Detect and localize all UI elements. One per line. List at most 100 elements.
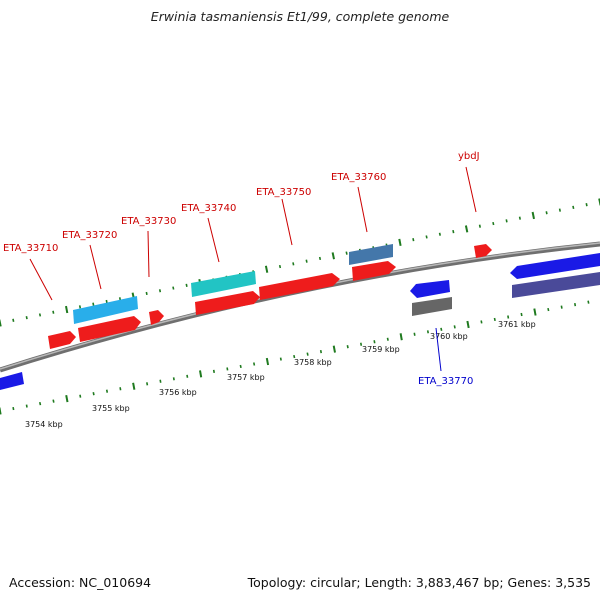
scale-tick	[520, 312, 523, 317]
scale-tick	[585, 203, 588, 207]
scale-tick	[279, 357, 282, 361]
scale-tick	[52, 399, 55, 403]
scale-tick	[172, 377, 175, 381]
scale-tick	[572, 205, 575, 210]
gene-ybdj[interactable]	[474, 244, 492, 258]
scale-tick	[533, 308, 537, 316]
scale-tick	[558, 208, 561, 212]
scale-tick	[545, 211, 548, 215]
scale-tick	[12, 318, 15, 322]
gene-f0[interactable]	[0, 372, 24, 390]
scale-tick	[146, 382, 149, 386]
ruler-label-3756: 3756 kbp	[159, 388, 197, 397]
ruler-label-3757: 3757 kbp	[227, 373, 265, 382]
scale-tick	[574, 302, 577, 307]
scale-tick	[119, 387, 122, 391]
gene-eta-33750[interactable]	[259, 273, 340, 300]
gene-eta-33760[interactable]	[352, 261, 396, 281]
scale-tick	[440, 327, 443, 331]
scale-tick	[560, 305, 563, 309]
ruler-label-3758: 3758 kbp	[294, 358, 332, 367]
scale-tick	[332, 345, 336, 353]
scale-tick	[547, 307, 550, 312]
scale-tick	[132, 382, 136, 390]
ruler-label-3761: 3761 kbp	[498, 320, 536, 329]
scale-tick	[78, 305, 82, 309]
scale-tick	[398, 238, 402, 246]
label-eta-33750: ETA_33750	[256, 187, 311, 198]
scale-tick	[185, 283, 188, 287]
ruler-label-3760: 3760 kbp	[430, 332, 468, 341]
scale-tick	[38, 313, 42, 317]
gene-f9-lower[interactable]	[512, 272, 600, 298]
gene-eta-33740-upper[interactable]	[191, 271, 256, 297]
scale-tick	[466, 320, 470, 329]
scale-tick	[507, 315, 510, 319]
scale-tick	[531, 211, 535, 220]
scale-tick	[492, 221, 495, 226]
scale-tick	[505, 219, 508, 223]
scale-tick	[92, 302, 95, 306]
label-eta-33730: ETA_33730	[121, 216, 176, 227]
ruler-label-3755: 3755 kbp	[92, 404, 130, 413]
label-eta-33720: ETA_33720	[62, 230, 117, 241]
scale-tick	[226, 367, 229, 371]
scale-tick	[373, 340, 376, 344]
scale-tick	[278, 264, 282, 269]
scale-tick	[478, 224, 481, 228]
scale-tick	[292, 262, 295, 266]
scale-tick	[438, 232, 441, 236]
scale-tick	[345, 251, 348, 255]
label-ybdj: ybdJ	[458, 151, 480, 162]
scale-tick	[65, 305, 69, 314]
scale-tick	[212, 369, 215, 374]
scale-tick	[265, 357, 270, 366]
ruler-label-3754: 3754 kbp	[25, 420, 63, 429]
scale-tick	[25, 404, 28, 408]
scale-tick	[412, 238, 415, 242]
scale-tick	[480, 320, 483, 324]
scale-tick	[145, 291, 148, 296]
scale-tick	[65, 395, 69, 403]
ruler-label-3759: 3759 kbp	[362, 345, 400, 354]
scale-tick	[587, 300, 590, 304]
scale-tick	[426, 330, 429, 334]
scale-tick	[172, 286, 175, 290]
gene-eta-33720[interactable]	[78, 316, 141, 342]
scale-tick	[159, 379, 162, 383]
scale-tick	[186, 374, 189, 378]
scale-tick	[199, 370, 203, 378]
leader-lines	[29, 166, 477, 372]
scale-tick	[360, 342, 363, 346]
scale-tick	[264, 265, 269, 273]
scale-tick	[493, 317, 496, 322]
gene-eta-33740[interactable]	[195, 291, 260, 315]
gene-eta-33720-upper[interactable]	[73, 296, 138, 324]
gene-eta-33710[interactable]	[48, 331, 76, 349]
gene-f9[interactable]	[510, 253, 600, 279]
scale-tick	[0, 407, 2, 415]
gene-labels: ETA_33710 ETA_33720 ETA_33730 ETA_33740 …	[3, 151, 480, 387]
scale-tick	[425, 235, 428, 239]
gene-eta-33770-lower[interactable]	[412, 297, 452, 316]
label-eta-33770: ETA_33770	[418, 376, 473, 387]
scale-tick	[79, 394, 82, 398]
scale-tick	[239, 364, 242, 369]
scale-tick	[518, 216, 521, 220]
scale-tick	[92, 392, 95, 396]
scale-tick	[158, 289, 162, 293]
scale-tick	[318, 256, 322, 261]
scale-tick	[464, 225, 469, 233]
gene-eta-33760-upper[interactable]	[349, 244, 393, 265]
scale-tick	[25, 316, 28, 320]
gene-eta-33770[interactable]	[410, 280, 450, 298]
accession-text: Accession: NC_010694	[9, 575, 152, 590]
scale-tick	[399, 333, 403, 341]
scale-tick	[0, 319, 2, 327]
scale-tick	[453, 325, 456, 329]
lower-tick-track	[0, 300, 590, 415]
scale-tick	[12, 406, 15, 411]
scale-tick	[452, 229, 455, 234]
gene-eta-33730[interactable]	[149, 310, 164, 325]
